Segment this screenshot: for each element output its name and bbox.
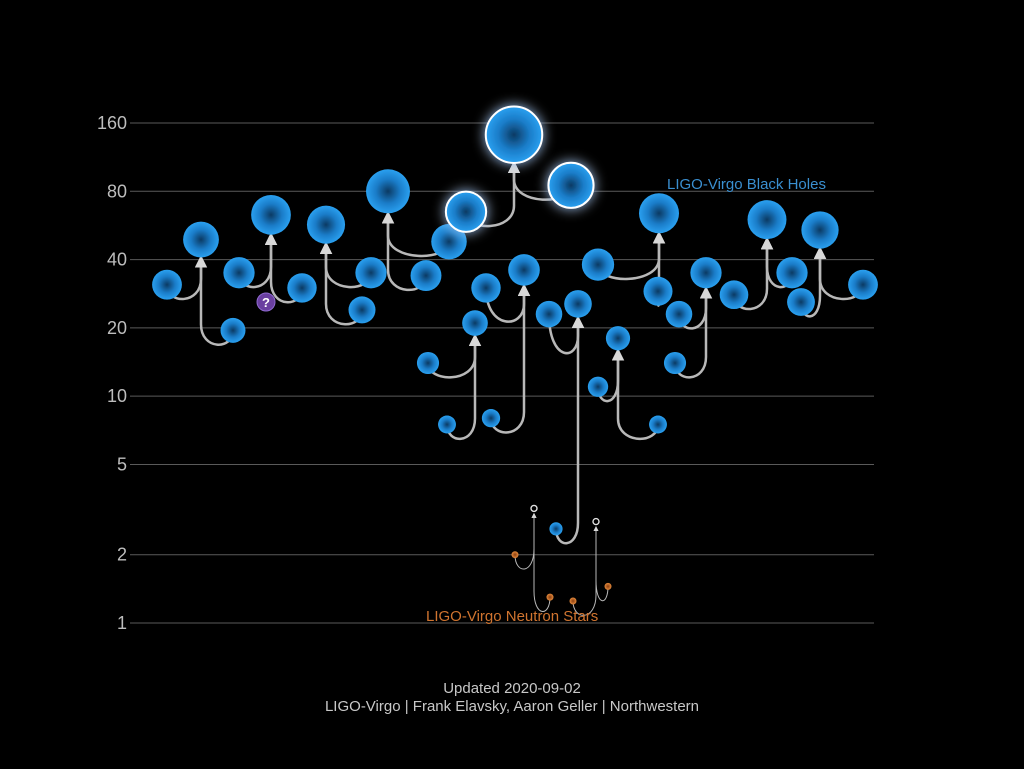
black-hole-point-5-final [462,310,488,336]
y-tick-label: 20 [107,318,127,338]
unknown-marker-label: ? [262,295,270,310]
black-hole-point-0-b [220,317,246,343]
y-tick-label: 5 [117,454,127,474]
black-hole-point-6-final [508,254,540,286]
black-hole-point-12-b [848,269,878,300]
ns-remnant-point [592,517,600,526]
black-hole-point-10-final [690,257,722,289]
black-hole-point-12-a [787,288,815,316]
unknown-object-point [256,292,276,312]
black-hole-point-8-b [643,276,673,306]
merger-arrow-14-0 [572,526,599,616]
black-hole-point-2-a [355,257,387,289]
black-hole-point-4-b [547,161,595,209]
black-hole-point-6-a [471,273,501,303]
black-hole-point-3-b [410,260,442,292]
black-hole-point-11-final [747,200,787,240]
neutron-star-point-13-a [511,551,519,559]
black-hole-point-3-final [366,169,410,214]
black-hole-point-7-a [535,300,563,328]
black-hole-point-2-final [306,205,346,244]
black-hole-point-4-final [484,105,544,164]
black-hole-point-8-final [639,193,679,234]
black-hole-point-10-b [663,351,687,375]
black-hole-point-2-b [348,296,376,324]
neutron-star-point-13-b [546,593,554,601]
black-hole-point-9-a [587,376,609,397]
black-hole-point-0-a [152,269,182,300]
black-hole-point-6-b [481,408,501,428]
black-holes-label: LIGO-Virgo Black Holes [667,176,826,193]
black-hole-point-7-final [564,290,592,318]
y-tick-labels: 1 2 5 10 20 40 80 160 [97,113,127,633]
black-hole-point-1-b [287,273,317,303]
y-tick-label: 1 [117,613,127,633]
gridlines [130,122,874,624]
black-hole-point-5-b [438,415,456,434]
black-hole-point-3-a [431,223,467,260]
black-hole-point-5-a [416,351,440,375]
neutron-stars-label: LIGO-Virgo Neutron Stars [426,608,598,625]
mass-points: ? [152,105,878,605]
black-hole-point-4-a [444,190,488,233]
black-hole-point-12-final [801,211,839,249]
merger-arrow-13-1 [531,512,551,612]
black-hole-point-7-b [549,522,563,536]
merger-arrow-14-1 [593,526,609,602]
black-hole-point-11-a [719,280,749,310]
credits: LIGO-Virgo | Frank Elavsky, Aaron Geller… [324,698,700,715]
merger-arrow-13-0 [514,512,537,570]
black-hole-point-1-final [251,194,291,235]
black-hole-point-11-b [776,257,808,289]
black-hole-point-1-a [223,257,255,289]
y-tick-label: 40 [107,250,127,270]
black-hole-point-9-b [649,415,667,434]
merger-arrow-7-1 [554,315,585,545]
y-tick-label: 2 [117,545,127,565]
y-tick-label: 160 [97,113,127,133]
ns-remnant-point [530,504,538,513]
y-tick-label: 10 [107,386,127,406]
black-hole-point-10-a [665,300,693,328]
black-hole-point-0-final [183,221,219,258]
updated-date: Updated 2020-09-02 [443,680,581,697]
neutron-star-point-14-a [569,597,577,605]
black-hole-point-8-a [581,248,615,281]
y-tick-label: 80 [107,181,127,201]
black-hole-point-9-final [605,326,631,351]
neutron-star-point-14-b [604,582,612,590]
